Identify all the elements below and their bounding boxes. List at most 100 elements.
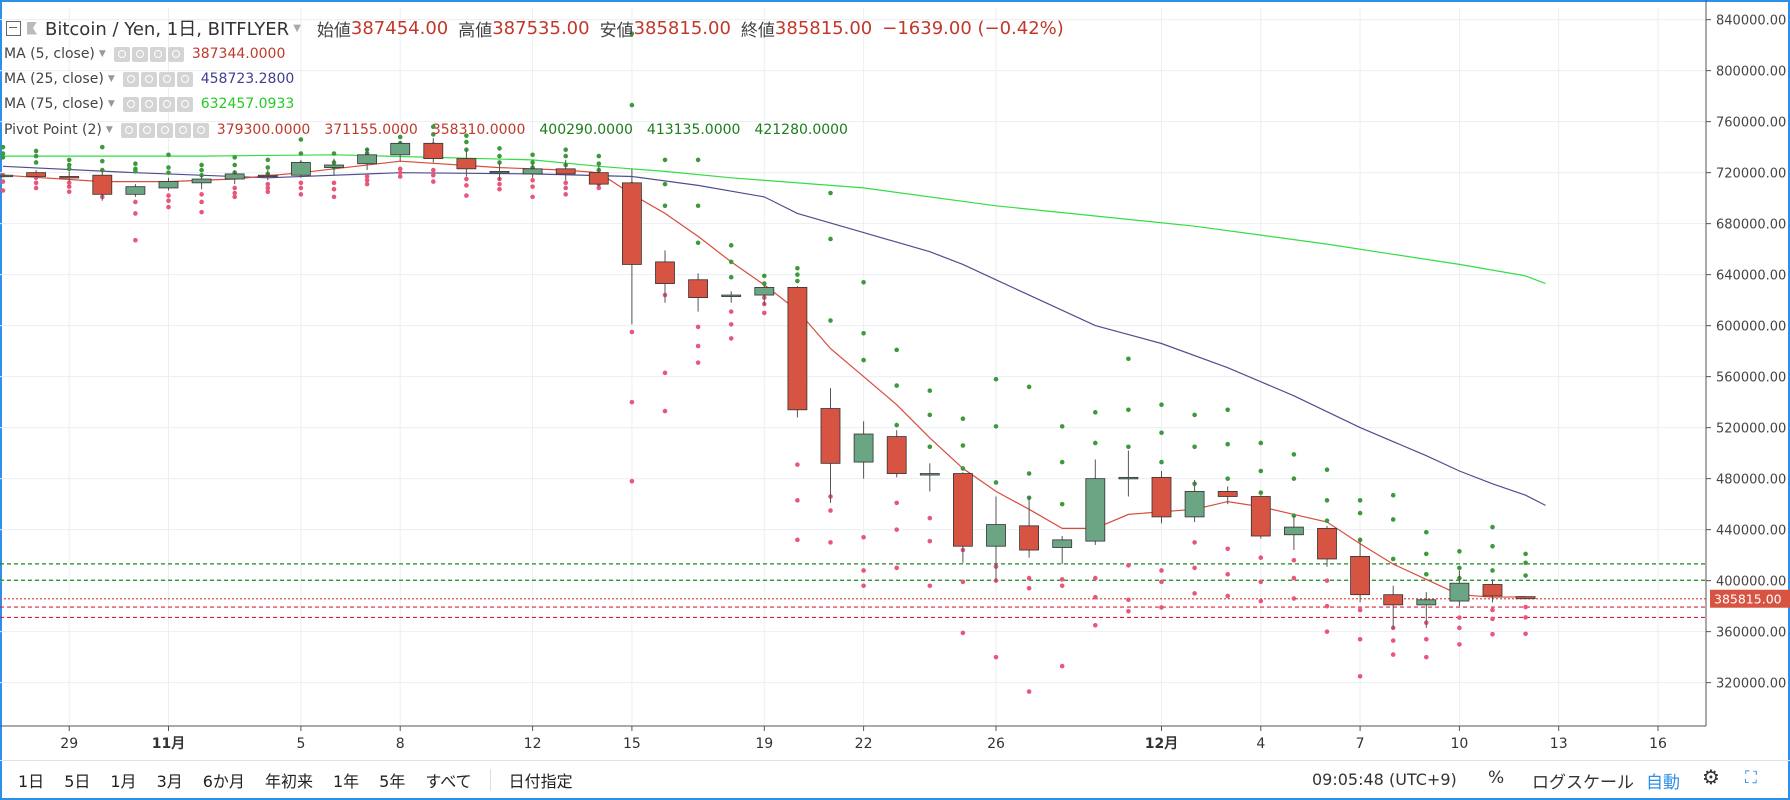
candle-body <box>1118 476 1139 480</box>
pivot-high-point <box>100 158 105 164</box>
y-tick-label: 360000.00 <box>1716 626 1786 641</box>
date-range-button[interactable]: 日付指定 <box>508 772 573 791</box>
gear-icon[interactable] <box>138 122 155 138</box>
pivot-high-point <box>464 139 469 145</box>
range-6m[interactable]: 6か月 <box>202 772 245 791</box>
pivot-low-point <box>166 198 171 203</box>
close-icon[interactable] <box>167 46 184 62</box>
candle-body <box>1250 496 1271 537</box>
plus-icon[interactable] <box>158 96 175 112</box>
symbol-dropdown-icon[interactable]: ▼ <box>293 22 301 34</box>
pivot-high-point <box>1523 551 1528 557</box>
y-tick-label: 840000.00 <box>1716 14 1786 29</box>
range-all[interactable]: すべて <box>425 772 472 791</box>
pivot-low-point <box>199 192 204 197</box>
plus-icon[interactable] <box>174 122 191 138</box>
legend-ma75-name[interactable]: MA (75, close) <box>4 96 104 112</box>
gear-icon[interactable] <box>140 71 157 87</box>
pivot-low-point <box>431 172 436 178</box>
pivot-high-point <box>1424 571 1429 577</box>
gear-icon[interactable] <box>131 46 148 62</box>
candle-body <box>257 174 278 178</box>
legend-ma25[interactable]: MA (25, close) ▼ 458723.2800 <box>4 71 308 87</box>
pivot-low-point <box>563 180 568 186</box>
candle-body <box>953 473 973 547</box>
pivot-low-point <box>33 185 39 191</box>
pivot-high-point <box>993 480 999 485</box>
y-tick-label: 480000.00 <box>1716 473 1786 488</box>
low-value: 385815.00 <box>633 17 731 39</box>
range-1m[interactable]: 1月 <box>110 772 137 791</box>
pivot-high-point <box>861 357 866 363</box>
eye-icon[interactable] <box>122 96 139 112</box>
y-tick-label: 520000.00 <box>1716 422 1786 437</box>
fullscreen-icon[interactable]: ⛶ <box>1745 768 1757 788</box>
pivot-high-point <box>232 162 237 168</box>
pivot-high-point <box>861 331 866 336</box>
dropdown-icon[interactable]: ▼ <box>107 99 115 109</box>
pivot-low-point <box>894 527 899 532</box>
pivot-high-point <box>1390 492 1396 498</box>
gear-icon[interactable] <box>140 96 157 112</box>
pivot-low-point <box>364 181 370 187</box>
range-1d[interactable]: 1日 <box>18 772 45 791</box>
pivot-high-point <box>1093 440 1098 446</box>
toolbar-divider <box>489 769 491 791</box>
dropdown-icon[interactable]: ▼ <box>107 74 115 84</box>
x-tick-label: 15 <box>623 736 641 752</box>
collapse-icon[interactable] <box>6 20 21 36</box>
log-scale-button[interactable]: ログスケール <box>1532 773 1634 793</box>
plus-icon[interactable] <box>158 71 175 87</box>
pivot-high-point <box>1159 430 1164 436</box>
pivot-low-point <box>331 186 337 192</box>
legend-pivot-name[interactable]: Pivot Point (2) <box>4 122 102 138</box>
eye-icon[interactable] <box>122 71 139 87</box>
pivot-high-point <box>166 152 171 158</box>
pivot-low-point <box>265 181 271 187</box>
range-3m[interactable]: 3月 <box>156 772 183 791</box>
legend-ma5[interactable]: MA (5, close) ▼ 387344.0000 <box>4 46 299 62</box>
auto-scale-button[interactable]: 自動 <box>1646 773 1680 793</box>
legend-ma75[interactable]: MA (75, close) ▼ 632457.0933 <box>4 96 308 112</box>
legend-ma5-name[interactable]: MA (5, close) <box>4 46 95 62</box>
x-tick-label: 11月 <box>152 736 185 752</box>
dropdown-icon[interactable]: ▼ <box>105 125 113 135</box>
legend-ma25-name[interactable]: MA (25, close) <box>4 71 104 87</box>
range-5d[interactable]: 5日 <box>64 772 91 791</box>
close-icon[interactable] <box>176 96 193 112</box>
pivot-high-point <box>1225 476 1230 481</box>
dropdown-icon[interactable]: ▼ <box>98 49 106 59</box>
eye-icon[interactable] <box>113 46 130 62</box>
chart-canvas[interactable]: 840000.00 800000.00 760000.00 720000.00 6800… <box>0 0 1790 760</box>
pivot-low-point <box>166 193 171 198</box>
candle-body <box>489 170 510 174</box>
plus-icon[interactable] <box>149 46 166 62</box>
clock: 09:05:48 (UTC+9) <box>1312 770 1457 789</box>
range-5y[interactable]: 5年 <box>379 772 406 791</box>
pivot-high-point <box>66 166 72 172</box>
legend-ma5-value: 387344.0000 <box>191 46 286 62</box>
source-icon[interactable] <box>156 122 173 138</box>
legend-pivot[interactable]: Pivot Point (2) ▼ 379300.0000 371155.0000… <box>4 122 862 138</box>
range-1y[interactable]: 1年 <box>332 772 360 791</box>
pivot-low-point <box>1159 568 1164 573</box>
range-ytd[interactable]: 年初来 <box>264 772 313 791</box>
symbol-title[interactable]: Bitcoin / Yen, 1日, BITFLYER <box>45 19 290 40</box>
x-tick-label: 7 <box>1356 736 1365 752</box>
pivot-low-point <box>960 579 966 585</box>
pivot-high-point <box>66 162 72 168</box>
close-icon[interactable] <box>176 71 193 87</box>
pivot-high-point <box>1324 498 1330 503</box>
pivot-low-point <box>927 538 933 544</box>
settings-gear-icon[interactable]: ⚙ <box>1702 765 1720 789</box>
pivot-high-point <box>1324 518 1330 524</box>
pivot-low-point <box>364 174 370 179</box>
pivot-low-point <box>993 654 999 660</box>
pivot-high-point <box>431 124 436 130</box>
pivot-low-point <box>431 167 436 173</box>
pivot-low-point <box>927 583 933 589</box>
percent-scale-button[interactable]: % <box>1488 768 1505 788</box>
eye-icon[interactable] <box>120 122 137 138</box>
close-icon[interactable] <box>192 122 209 138</box>
pivot-high-point <box>1159 459 1164 465</box>
